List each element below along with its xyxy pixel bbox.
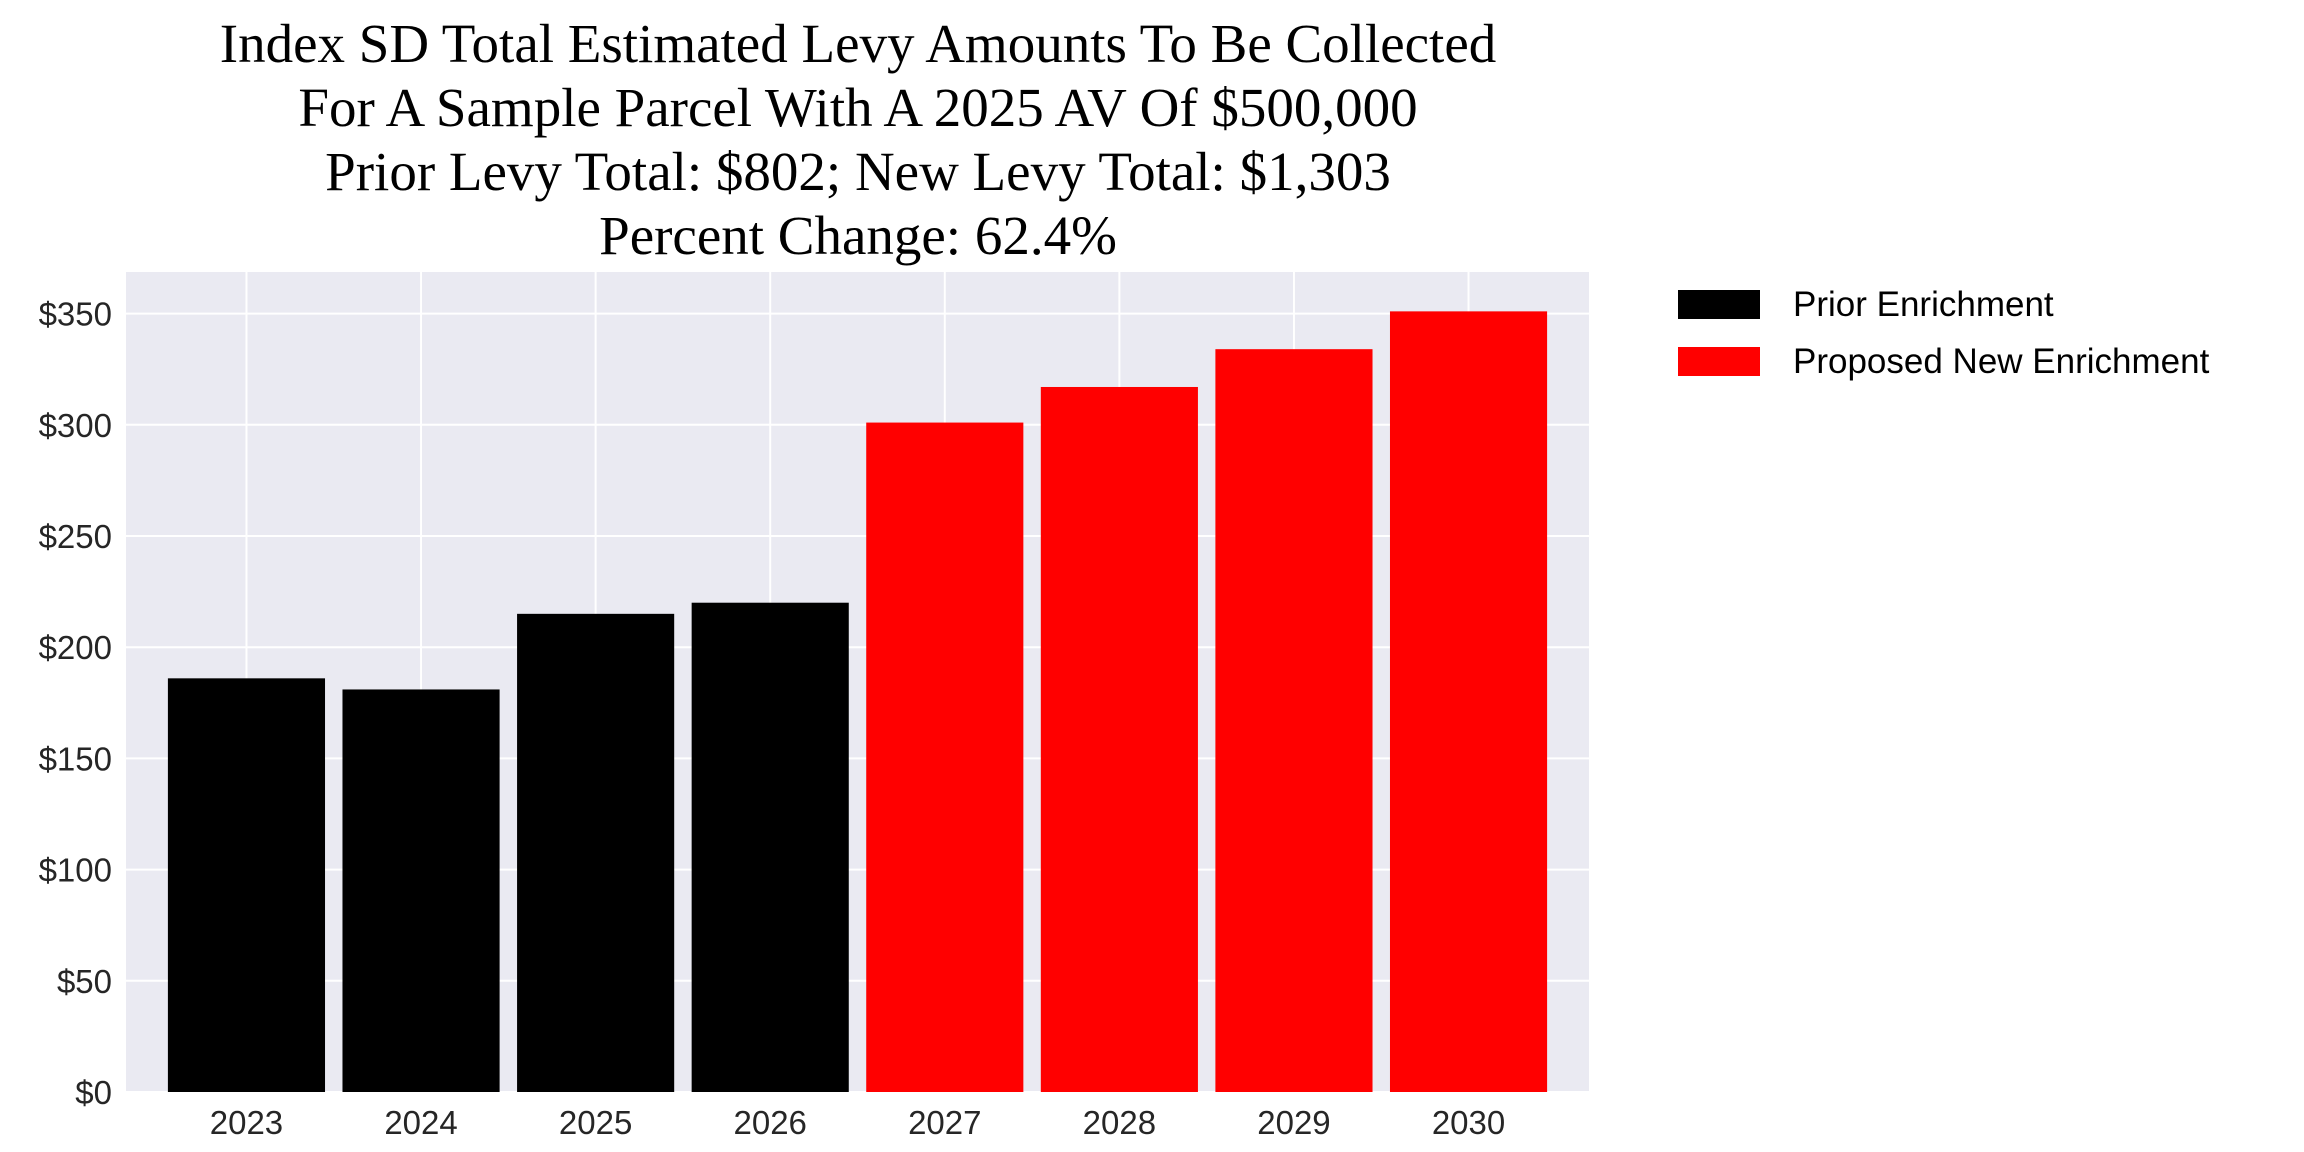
x-tick-label: 2024 xyxy=(384,1104,457,1141)
bar-2024 xyxy=(342,689,500,1092)
y-tick-label: $0 xyxy=(75,1074,112,1111)
chart-title: Index SD Total Estimated Levy Amounts To… xyxy=(220,13,1497,266)
bar-2027 xyxy=(866,422,1024,1092)
bar-2026 xyxy=(691,602,849,1092)
y-tick-label: $250 xyxy=(39,518,112,555)
x-axis: 2023 2024 2025 2026 2027 2028 2029 2030 xyxy=(210,1104,1505,1141)
y-tick-label: $350 xyxy=(39,296,112,333)
legend-swatch-new xyxy=(1678,347,1760,376)
legend-label-new: Proposed New Enrichment xyxy=(1793,342,2210,381)
x-tick-label: 2030 xyxy=(1432,1104,1505,1141)
bar-2028 xyxy=(1040,386,1198,1092)
y-tick-label: $150 xyxy=(39,740,112,777)
title-line-2: For A Sample Parcel With A 2025 AV Of $5… xyxy=(298,77,1417,138)
x-tick-label: 2026 xyxy=(733,1104,806,1141)
x-tick-label: 2029 xyxy=(1257,1104,1330,1141)
x-tick-label: 2027 xyxy=(908,1104,981,1141)
x-tick-label: 2028 xyxy=(1083,1104,1156,1141)
bar-2023 xyxy=(167,678,326,1092)
y-tick-label: $300 xyxy=(39,407,112,444)
y-tick-label: $100 xyxy=(39,852,112,889)
legend: Prior Enrichment Proposed New Enrichment xyxy=(1678,285,2210,381)
x-tick-label: 2023 xyxy=(210,1104,283,1141)
title-line-1: Index SD Total Estimated Levy Amounts To… xyxy=(220,13,1497,74)
y-axis: $0 $50 $100 $150 $200 $250 $300 $350 xyxy=(39,296,112,1111)
bar-2029 xyxy=(1215,349,1373,1093)
bars xyxy=(167,311,1548,1093)
legend-label-prior: Prior Enrichment xyxy=(1793,285,2054,324)
x-tick-label: 2025 xyxy=(559,1104,632,1141)
title-line-4: Percent Change: 62.4% xyxy=(599,205,1117,266)
y-tick-label: $50 xyxy=(57,963,112,1000)
bar-2025 xyxy=(517,613,675,1092)
title-line-3: Prior Levy Total: $802; New Levy Total: … xyxy=(325,141,1391,202)
bar-2030 xyxy=(1389,311,1548,1092)
y-tick-label: $200 xyxy=(39,629,112,666)
legend-swatch-prior xyxy=(1678,290,1760,319)
